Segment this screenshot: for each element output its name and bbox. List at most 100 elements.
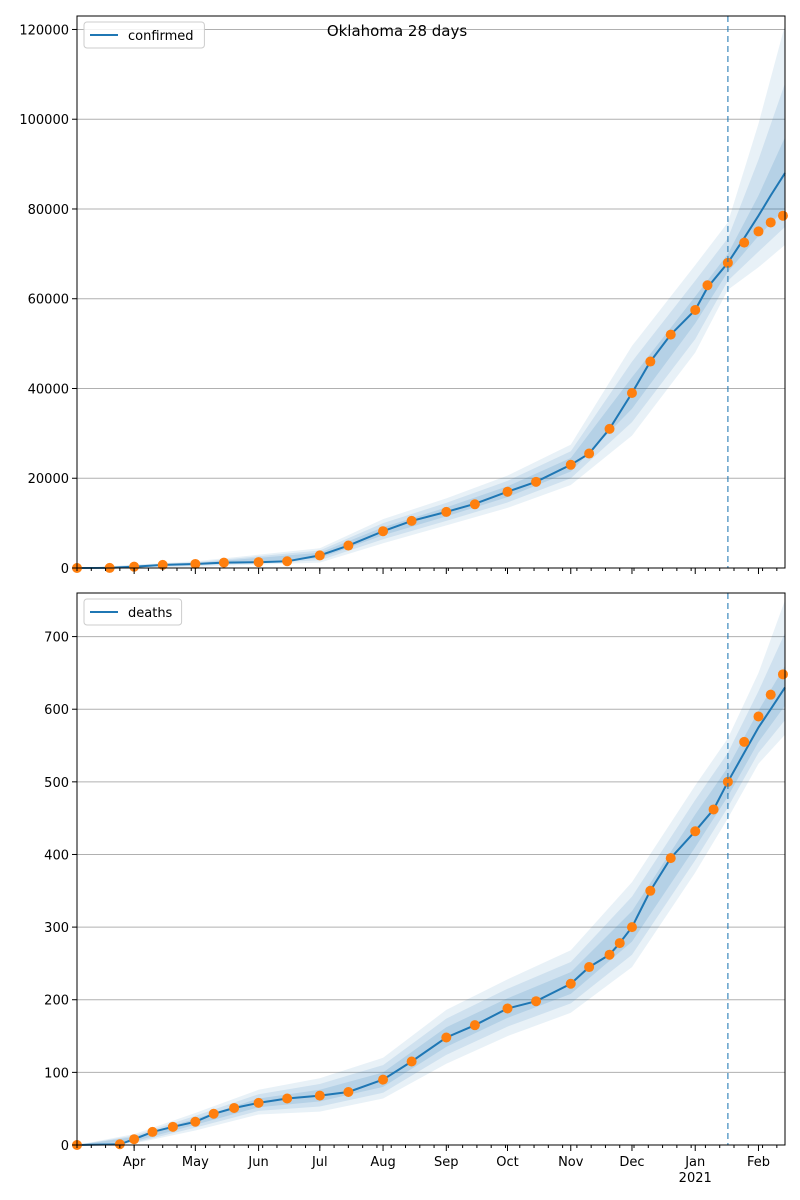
y-tick-label: 40000	[28, 382, 69, 397]
deaths-panel: 0 100 200 300 400 500 600 700 Apr May Jun Jul Aug Sep…	[44, 592, 788, 1186]
observed-point	[690, 304, 701, 315]
observed-point	[147, 1126, 158, 1137]
y-tick-label: 120000	[19, 23, 69, 38]
observed-point	[626, 922, 637, 933]
observed-point	[253, 557, 264, 568]
observed-point	[157, 559, 168, 570]
x-tick-label: May	[182, 1155, 209, 1170]
x-tick-label: Sep	[434, 1155, 459, 1170]
y-tick-label: 300	[44, 921, 69, 936]
plot-frame	[76, 592, 786, 1146]
y-tick-label: 80000	[28, 203, 69, 218]
observed-point	[343, 540, 354, 551]
observed-point	[343, 1086, 354, 1097]
observed-point	[378, 526, 389, 537]
model-line	[76, 686, 786, 1146]
y-tick-label: 20000	[28, 472, 69, 487]
observed-point	[129, 1134, 140, 1145]
y-tick-label: 0	[61, 562, 69, 577]
observed-point	[722, 776, 733, 787]
x-tick-label: Dec	[619, 1155, 644, 1170]
observed-point	[722, 257, 733, 268]
observed-point	[645, 356, 656, 367]
y-tick-label: 200	[44, 994, 69, 1009]
band-middle	[77, 632, 785, 1145]
observed-point	[604, 423, 615, 434]
band-inner	[77, 665, 785, 1145]
observed-point	[739, 736, 750, 747]
x-tick-label: Jul	[311, 1155, 328, 1170]
observed-point	[218, 557, 229, 568]
observed-point	[314, 550, 325, 561]
x-tick-label: Nov	[558, 1155, 584, 1170]
observed-point	[190, 558, 201, 569]
observed-point	[378, 1074, 389, 1085]
observed-point	[229, 1102, 240, 1113]
observed-point	[129, 561, 140, 572]
band-outer	[77, 600, 785, 1145]
legend-box	[83, 598, 183, 626]
observed-point	[626, 387, 637, 398]
x-tick-label: Oct	[496, 1155, 518, 1170]
observed-point	[584, 448, 595, 459]
legend: confirmed	[83, 21, 205, 49]
observed-point	[190, 1116, 201, 1127]
observed-point	[777, 210, 788, 221]
observed-point	[604, 949, 615, 960]
y-tick-label: 700	[44, 631, 69, 646]
legend-box	[83, 21, 205, 49]
observed-point	[531, 996, 542, 1007]
observed-point	[645, 885, 656, 896]
observed-point	[282, 1093, 293, 1104]
legend-label: confirmed	[128, 29, 194, 44]
observed-point	[469, 1020, 480, 1031]
chart-title: Oklahoma 28 days	[327, 22, 468, 40]
observed-point	[502, 1003, 513, 1014]
x-year-label: 2021	[679, 1171, 712, 1186]
observed-point	[253, 1097, 264, 1108]
observed-point	[665, 329, 676, 340]
x-tick-label: Jan	[684, 1155, 705, 1170]
observed-point	[208, 1108, 219, 1119]
y-tick-label: 100	[44, 1066, 69, 1081]
observed-point	[739, 237, 750, 248]
observed-point	[502, 486, 513, 497]
confirmed-panel: 0 20000 40000 60000 80000 100000 120000 confirm…	[19, 15, 788, 577]
y-tick-label: 0	[61, 1139, 69, 1154]
observed-point	[753, 226, 764, 237]
x-tick-label: Jun	[247, 1155, 268, 1170]
observed-point	[314, 1090, 325, 1101]
observed-point	[753, 711, 764, 722]
y-tick-label: 100000	[19, 113, 69, 128]
observed-point	[282, 556, 293, 567]
observed-point	[565, 459, 576, 470]
observed-point	[406, 1056, 417, 1067]
legend-label: deaths	[128, 606, 173, 621]
observed-point	[690, 826, 701, 837]
plot-frame	[76, 15, 786, 569]
observed-point	[702, 280, 713, 291]
x-tick-label: Aug	[370, 1155, 395, 1170]
x-tick-label: Apr	[123, 1155, 146, 1170]
legend: deaths	[83, 598, 183, 626]
observed-point	[765, 217, 776, 228]
y-tick-label: 400	[44, 848, 69, 863]
observed-point	[584, 962, 595, 973]
observed-point	[406, 515, 417, 526]
observed-point	[665, 853, 676, 864]
observed-point	[114, 1139, 125, 1150]
observed-point	[777, 669, 788, 680]
observed-point	[565, 978, 576, 989]
y-tick-label: 60000	[28, 293, 69, 308]
observed-point	[469, 499, 480, 510]
observed-point	[441, 506, 452, 517]
y-tick-label: 600	[44, 703, 69, 718]
observed-point	[614, 938, 625, 949]
observed-point	[765, 689, 776, 700]
x-tick-label: Feb	[747, 1155, 770, 1170]
y-tick-label: 500	[44, 776, 69, 791]
observed-point	[531, 476, 542, 487]
band-outer	[77, 25, 785, 568]
observed-point	[708, 804, 719, 815]
